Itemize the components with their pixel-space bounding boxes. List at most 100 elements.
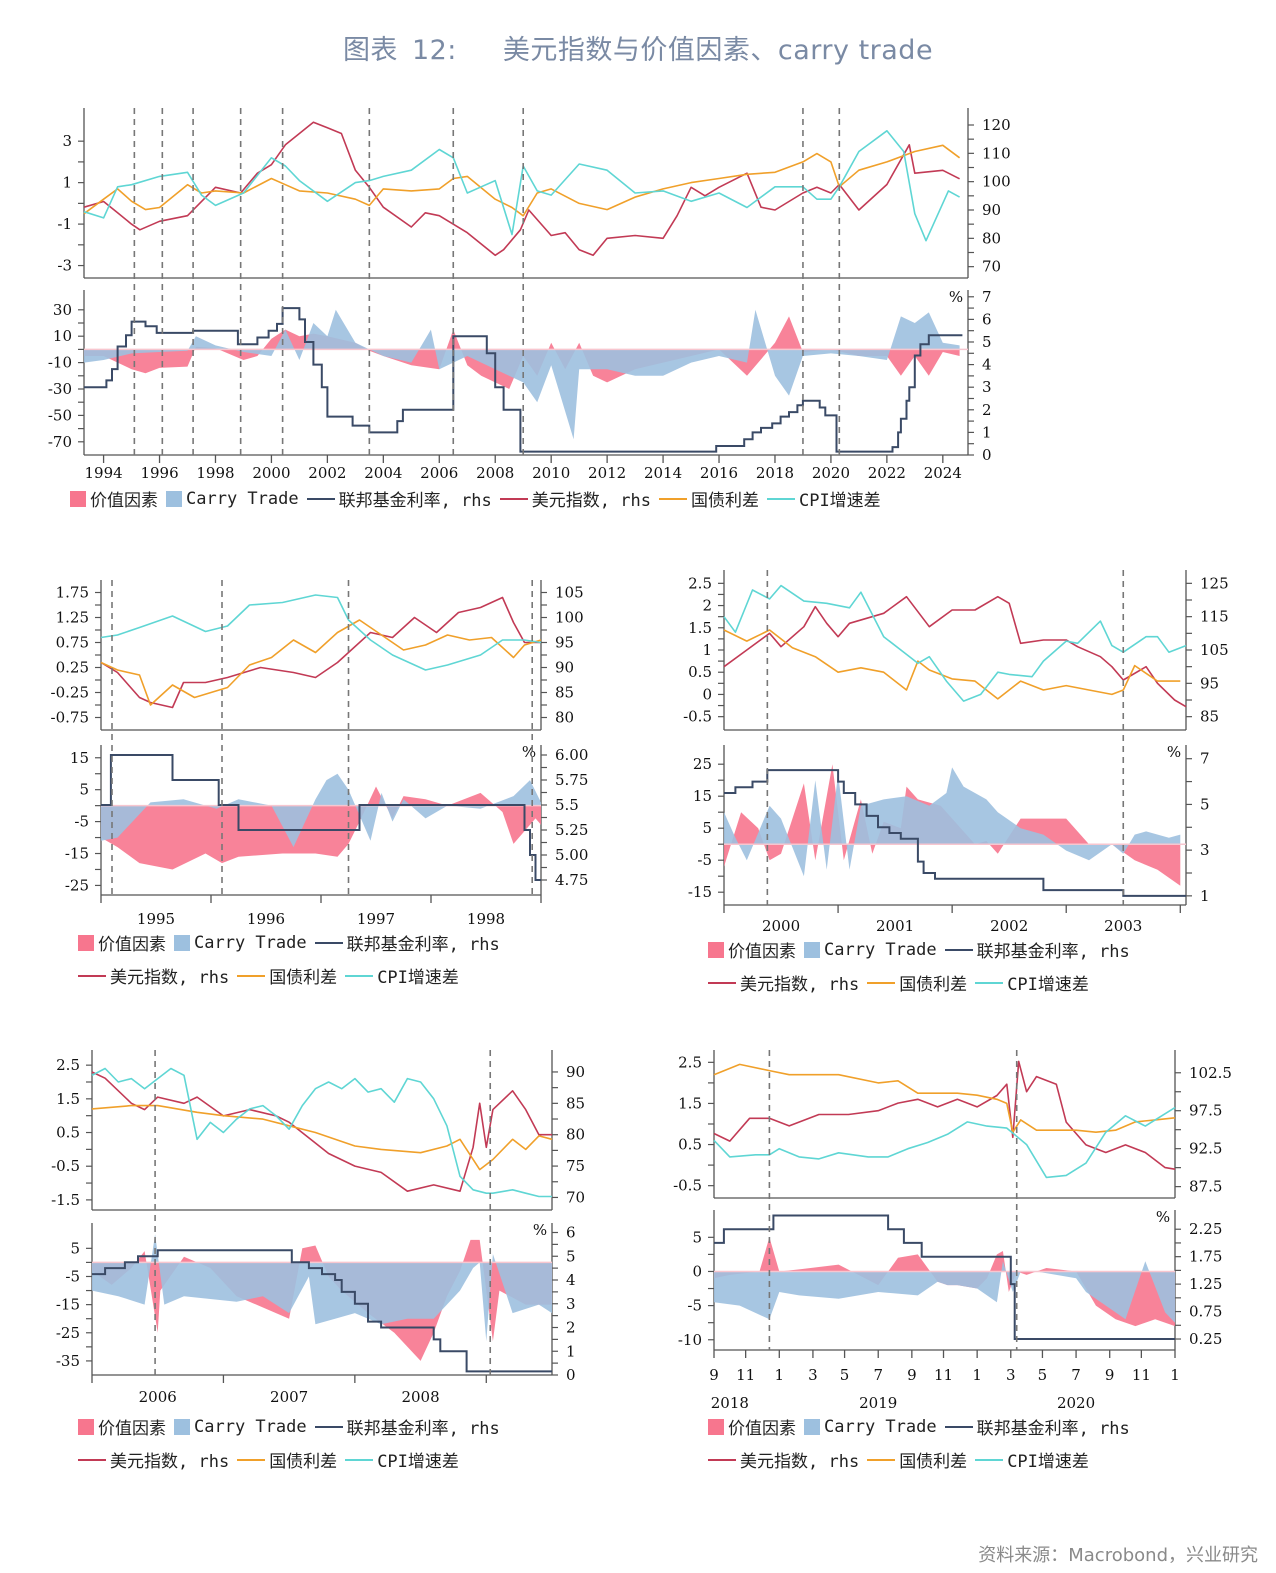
right-tick-label: 3 [566, 1295, 576, 1313]
carry-trade-swatch [174, 1418, 190, 1435]
legend-item-value-factor: 价值因素 [70, 486, 158, 511]
dxy-swatch [499, 497, 528, 500]
right-tick-label: 85 [566, 1094, 585, 1112]
left-tick-label: -70 [48, 433, 72, 451]
bond-spread-line [723, 629, 1181, 700]
left-tick-label: 1 [702, 641, 712, 659]
right-tick-label: 97.5 [1189, 1102, 1222, 1120]
cpi-spread-line [100, 594, 542, 671]
legend-row: 美元指数, rhs 国债利差 CPI增速差 [708, 1443, 1138, 1476]
chart-2018-2020: 2.5 1.5 0.5 -0.5 102.5 97.5 92.5 87.5 5 0 -5 -10 2.2… [673, 1050, 1232, 1412]
cpi-spread-swatch [766, 497, 795, 500]
x-tick-label: 1 [972, 1366, 982, 1384]
legend-label: Carry Trade [186, 488, 299, 509]
legend-label: Carry Trade [194, 1416, 307, 1437]
legend-label: 联邦基金利率, rhs [338, 491, 492, 511]
right-tick-label: 102.5 [1189, 1064, 1232, 1082]
legend-item-carry-trade: Carry Trade [804, 940, 937, 960]
legend-label: CPI增速差 [1007, 1452, 1089, 1472]
right-tick-label: 70 [982, 258, 1001, 276]
fed-rate-swatch [944, 1425, 973, 1428]
left-tick-label: -0.5 [683, 708, 712, 726]
legend-item-value-factor: 价值因素 [708, 1414, 796, 1439]
legend-label: 价值因素 [728, 1419, 796, 1439]
legend-item-carry-trade: Carry Trade [804, 1417, 937, 1437]
x-tick-label: 2008 [476, 464, 514, 482]
x-tick-label: 2012 [588, 464, 626, 482]
dxy-line [83, 121, 960, 257]
carry-trade-area [724, 767, 1181, 877]
value-factor-swatch [708, 941, 724, 958]
top-plot: 3 1 -1 -3 120 110 100 90 80 70 [57, 108, 1011, 279]
dxy-line [91, 1071, 552, 1192]
left-tick-label: 15 [70, 749, 89, 767]
legend-item-carry-trade: Carry Trade [174, 1417, 307, 1437]
carry-trade-swatch [804, 1418, 820, 1435]
right-tick-label: 105 [555, 584, 584, 602]
legend-item-fed-rate: 联邦基金利率, rhs [314, 930, 500, 955]
x-tick-label: 1 [1170, 1366, 1180, 1384]
right-tick-label: 0.25 [1189, 1330, 1222, 1348]
legend-label: 国债利差 [269, 1452, 338, 1472]
legend-item-dxy: 美元指数, rhs [708, 1447, 859, 1472]
legend-label: 价值因素 [728, 942, 796, 962]
legend-row: 价值因素 Carry Trade 联邦基金利率, rhs [708, 1410, 1138, 1443]
x-tick-label: 3 [808, 1366, 818, 1384]
left-tick-label: -15 [56, 1296, 80, 1314]
x-tick-label: 2006 [139, 1388, 177, 1406]
unit-label: % [949, 288, 963, 306]
legend-row: 美元指数, rhs 国债利差 CPI增速差 [78, 959, 508, 992]
right-tick-label: 5.00 [555, 846, 588, 864]
right-tick-label: 90 [982, 201, 1001, 219]
x-tick-label: 9 [709, 1366, 719, 1384]
x-tick-label: 2022 [868, 464, 906, 482]
right-tick-label: 0 [566, 1366, 576, 1384]
x-tick-label: 5 [1038, 1366, 1048, 1384]
legend-item-carry-trade: Carry Trade [166, 489, 299, 509]
right-tick-label: 4 [566, 1271, 576, 1289]
cpi-spread-swatch [345, 1458, 374, 1461]
right-tick-label: 80 [555, 709, 574, 727]
value-factor-swatch [708, 1418, 724, 1435]
x-tick-label: 9 [1105, 1366, 1115, 1384]
dxy-swatch [708, 1458, 736, 1461]
legend-label: CPI增速差 [1007, 975, 1089, 995]
left-tick-label: -15 [65, 845, 89, 863]
left-tick-label: 5 [70, 1239, 80, 1257]
legend-item-cpi-spread: CPI增速差 [345, 1447, 459, 1472]
dxy-swatch [78, 974, 106, 977]
value-factor-swatch [70, 490, 86, 507]
cpi-spread-line [83, 130, 960, 242]
left-tick-label: -5 [65, 1267, 80, 1285]
left-tick-label: 0.75 [56, 634, 89, 652]
left-tick-label: 5 [702, 819, 712, 837]
left-tick-label: -0.5 [673, 1177, 702, 1195]
chart-2000-2003: 2.521.510.50-0.5125115105958525155-5-157… [683, 570, 1229, 935]
carry-trade-swatch [804, 941, 820, 958]
bond-spread-swatch [867, 1458, 896, 1461]
right-tick-label: 85 [555, 684, 574, 702]
top-plot: 1.75 1.25 0.75 0.25 -0.25 -0.75 105 100 95 90 85 80 [51, 580, 584, 731]
left-tick-label: 1.5 [688, 619, 712, 637]
x-tick-label: 2006 [420, 464, 458, 482]
legend-label: 价值因素 [98, 1419, 166, 1439]
carry-trade-area [84, 309, 960, 440]
right-tick-label: 95 [1200, 674, 1219, 692]
dxy-line [713, 1060, 1176, 1170]
left-tick-label: -25 [56, 1324, 80, 1342]
legend-label: CPI增速差 [377, 968, 459, 988]
legend-label: CPI增速差 [798, 491, 881, 511]
legend-label: 联邦基金利率, rhs [346, 1419, 500, 1439]
left-tick-label: 1.75 [56, 584, 89, 602]
x-tick-label: 2020 [812, 464, 850, 482]
right-tick-label: 5 [566, 1247, 576, 1265]
legend-label: 美元指数, rhs [531, 491, 651, 511]
right-tick-label: 92.5 [1189, 1140, 1222, 1158]
x-tick-label: 7 [1071, 1366, 1081, 1384]
bottom-plot: 15 5 -5 -15 -25 6.00 5.75 5.5 5.25 5.00 4.75% [65, 743, 588, 896]
bond-spread-swatch [867, 981, 896, 984]
bond-spread-line [91, 1104, 553, 1171]
left-tick-label: 25 [693, 755, 712, 773]
top-plot: 2.5 1.5 0.5 -0.5 -1.5 90 85 80 75 70 [51, 1050, 585, 1211]
legend-item-value-factor: 价值因素 [708, 937, 796, 962]
